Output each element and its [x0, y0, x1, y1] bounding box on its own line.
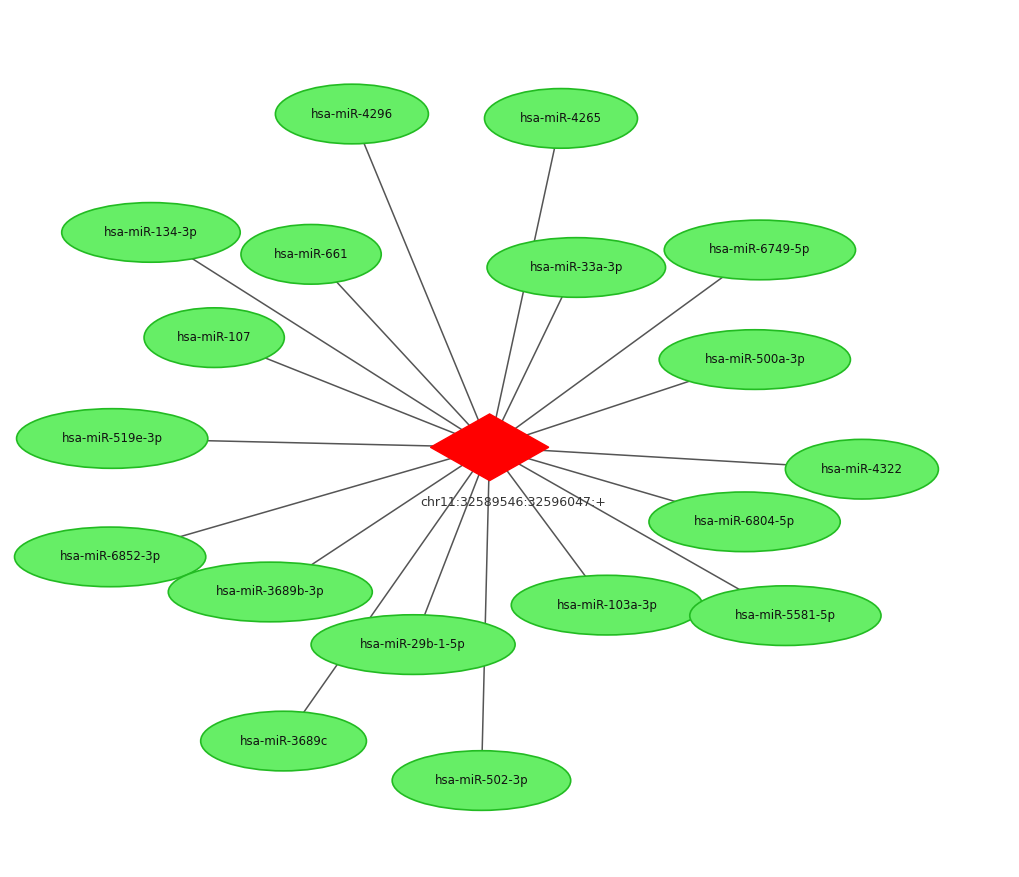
- Ellipse shape: [201, 711, 366, 771]
- Ellipse shape: [62, 203, 240, 262]
- Ellipse shape: [168, 562, 372, 622]
- Text: hsa-miR-6852-3p: hsa-miR-6852-3p: [59, 551, 161, 563]
- Ellipse shape: [484, 89, 637, 148]
- Ellipse shape: [486, 238, 664, 297]
- Ellipse shape: [311, 615, 515, 674]
- Text: hsa-miR-4322: hsa-miR-4322: [820, 463, 902, 475]
- Ellipse shape: [14, 527, 206, 587]
- Text: hsa-miR-661: hsa-miR-661: [273, 248, 348, 260]
- Text: hsa-miR-6749-5p: hsa-miR-6749-5p: [708, 244, 810, 256]
- Text: hsa-miR-4265: hsa-miR-4265: [520, 112, 601, 125]
- Text: hsa-miR-29b-1-5p: hsa-miR-29b-1-5p: [360, 638, 466, 651]
- Ellipse shape: [689, 586, 880, 645]
- Ellipse shape: [658, 330, 850, 389]
- Text: hsa-miR-3689c: hsa-miR-3689c: [239, 735, 327, 747]
- Text: hsa-miR-519e-3p: hsa-miR-519e-3p: [61, 432, 163, 445]
- Text: hsa-miR-33a-3p: hsa-miR-33a-3p: [529, 261, 623, 274]
- Ellipse shape: [275, 84, 428, 144]
- Text: hsa-miR-6804-5p: hsa-miR-6804-5p: [693, 516, 795, 528]
- Polygon shape: [430, 414, 548, 481]
- Text: chr11:32589546:32596047:+: chr11:32589546:32596047:+: [420, 496, 605, 510]
- Text: hsa-miR-500a-3p: hsa-miR-500a-3p: [704, 353, 804, 366]
- Ellipse shape: [785, 439, 937, 499]
- Ellipse shape: [391, 751, 571, 810]
- Ellipse shape: [648, 492, 840, 552]
- Text: hsa-miR-3689b-3p: hsa-miR-3689b-3p: [216, 586, 324, 598]
- Text: hsa-miR-107: hsa-miR-107: [176, 332, 252, 344]
- Text: hsa-miR-134-3p: hsa-miR-134-3p: [104, 226, 198, 239]
- Text: hsa-miR-502-3p: hsa-miR-502-3p: [434, 774, 528, 787]
- Ellipse shape: [144, 308, 284, 367]
- Ellipse shape: [16, 409, 208, 468]
- Text: hsa-miR-5581-5p: hsa-miR-5581-5p: [734, 610, 836, 622]
- Ellipse shape: [511, 575, 702, 635]
- Text: hsa-miR-103a-3p: hsa-miR-103a-3p: [556, 599, 656, 611]
- Ellipse shape: [663, 220, 855, 280]
- Ellipse shape: [240, 225, 381, 284]
- Text: hsa-miR-4296: hsa-miR-4296: [311, 108, 392, 120]
